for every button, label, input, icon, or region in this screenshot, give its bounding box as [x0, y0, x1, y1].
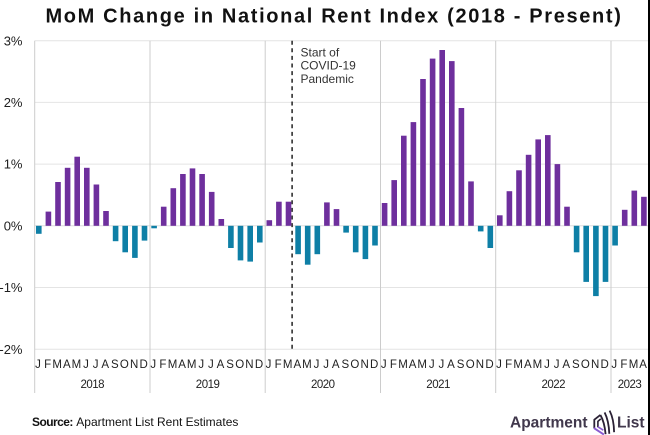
svg-text:S: S	[572, 359, 580, 371]
svg-text:J: J	[544, 359, 550, 371]
svg-text:S: S	[457, 359, 465, 371]
svg-text:J: J	[35, 359, 41, 371]
svg-text:S: S	[226, 359, 234, 371]
svg-text:M: M	[533, 359, 543, 371]
svg-text:O: O	[235, 359, 244, 371]
svg-text:J: J	[208, 359, 214, 371]
svg-text:M: M	[72, 359, 82, 371]
svg-text:A: A	[524, 359, 532, 371]
svg-text:F: F	[505, 359, 512, 371]
svg-text:M: M	[283, 359, 293, 371]
svg-text:F: F	[275, 359, 282, 371]
svg-text:J: J	[429, 359, 435, 371]
svg-text:Apartment: Apartment	[510, 414, 588, 431]
svg-text:J: J	[611, 359, 617, 371]
svg-text:F: F	[620, 359, 627, 371]
svg-text:1%: 1%	[4, 157, 23, 172]
svg-text:2023: 2023	[618, 379, 642, 391]
svg-text:S: S	[111, 359, 119, 371]
svg-text:N: N	[360, 359, 368, 371]
svg-text:-1%: -1%	[0, 280, 23, 295]
svg-text:List: List	[617, 414, 645, 431]
svg-text:M: M	[398, 359, 408, 371]
svg-text:A: A	[293, 359, 301, 371]
svg-text:J: J	[554, 359, 560, 371]
svg-text:F: F	[44, 359, 51, 371]
svg-text:M: M	[302, 359, 312, 371]
svg-text:D: D	[255, 359, 263, 371]
svg-text:M: M	[168, 359, 178, 371]
svg-text:A: A	[217, 359, 225, 371]
svg-text:O: O	[120, 359, 129, 371]
svg-text:3%: 3%	[4, 33, 23, 48]
svg-text:D: D	[370, 359, 378, 371]
svg-text:J: J	[150, 359, 156, 371]
svg-text:2021: 2021	[426, 379, 450, 391]
svg-text:F: F	[159, 359, 166, 371]
svg-text:O: O	[350, 359, 359, 371]
svg-text:A: A	[639, 359, 647, 371]
svg-text:D: D	[601, 359, 609, 371]
svg-text:N: N	[476, 359, 484, 371]
svg-text:Pandemic: Pandemic	[301, 72, 354, 86]
svg-text:S: S	[341, 359, 349, 371]
svg-text:A: A	[101, 359, 109, 371]
svg-text:J: J	[381, 359, 387, 371]
svg-text:O: O	[466, 359, 475, 371]
svg-text:A: A	[63, 359, 71, 371]
svg-text:J: J	[314, 359, 320, 371]
svg-text:A: A	[409, 359, 417, 371]
svg-text:2019: 2019	[196, 379, 220, 391]
svg-text:A: A	[447, 359, 455, 371]
svg-text:A: A	[562, 359, 570, 371]
svg-text:N: N	[245, 359, 253, 371]
svg-text:-2%: -2%	[0, 342, 23, 357]
svg-text:J: J	[439, 359, 445, 371]
svg-text:Apartment List Rent Estimates: Apartment List Rent Estimates	[76, 415, 238, 429]
svg-text:M: M	[513, 359, 523, 371]
svg-text:O: O	[581, 359, 590, 371]
svg-text:0%: 0%	[4, 218, 23, 233]
svg-text:J: J	[93, 359, 99, 371]
svg-text:MoM Change in National Rent In: MoM Change in National Rent Index (2018 …	[45, 5, 622, 27]
svg-text:2020: 2020	[311, 379, 335, 391]
svg-text:F: F	[390, 359, 397, 371]
svg-text:COVID-19: COVID-19	[301, 59, 357, 73]
svg-text:2022: 2022	[542, 379, 566, 391]
svg-text:M: M	[187, 359, 197, 371]
svg-text:M: M	[417, 359, 427, 371]
svg-text:J: J	[496, 359, 502, 371]
svg-text:M: M	[629, 359, 639, 371]
svg-text:N: N	[130, 359, 138, 371]
svg-text:2%: 2%	[4, 95, 23, 110]
svg-text:D: D	[140, 359, 148, 371]
svg-text:J: J	[323, 359, 329, 371]
svg-text:2018: 2018	[81, 379, 105, 391]
svg-text:Source:: Source:	[32, 415, 73, 429]
svg-text:M: M	[52, 359, 62, 371]
svg-text:A: A	[178, 359, 186, 371]
svg-text:N: N	[591, 359, 599, 371]
svg-text:J: J	[83, 359, 89, 371]
svg-text:J: J	[266, 359, 272, 371]
svg-text:D: D	[485, 359, 493, 371]
svg-text:J: J	[198, 359, 204, 371]
svg-text:A: A	[332, 359, 340, 371]
svg-text:Start of: Start of	[301, 45, 340, 59]
